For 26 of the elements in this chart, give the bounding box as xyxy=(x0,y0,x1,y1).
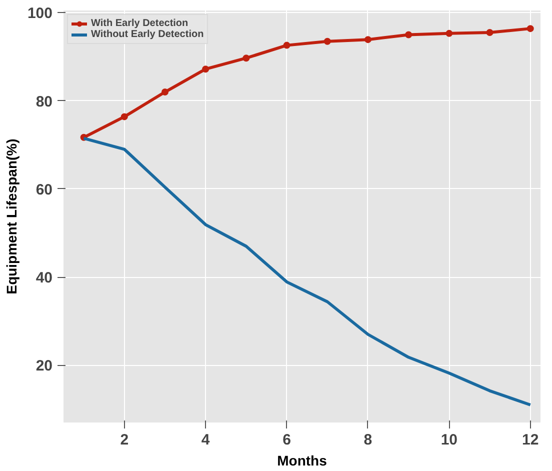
x-tick-label: 2 xyxy=(120,432,129,448)
point xyxy=(283,42,290,49)
x-tick-label: 6 xyxy=(282,432,291,448)
y-axis-title: Equipment Lifespan(%) xyxy=(3,138,20,294)
point xyxy=(324,38,331,45)
point xyxy=(405,31,412,38)
point xyxy=(202,66,210,73)
legend-label: Without Early Detection xyxy=(91,29,204,40)
point xyxy=(526,25,534,32)
x-axis-title: Months xyxy=(277,452,328,468)
point xyxy=(120,113,128,120)
x-tick-label: 8 xyxy=(364,432,372,448)
x-tick-label: 12 xyxy=(522,432,539,448)
y-tick-label: 20 xyxy=(36,358,53,375)
y-tick-label: 100 xyxy=(27,5,53,22)
y-tick-label: 80 xyxy=(36,93,53,110)
y-tick-label: 60 xyxy=(36,181,53,198)
y-tick-label: 40 xyxy=(36,270,53,287)
legend-label: With Early Detection xyxy=(91,18,188,29)
x-tick-label: 10 xyxy=(440,432,458,448)
point xyxy=(161,88,168,96)
point xyxy=(364,36,372,44)
point xyxy=(446,30,453,37)
x-tick-label: 4 xyxy=(201,432,210,448)
point xyxy=(242,54,250,62)
point xyxy=(486,29,494,36)
